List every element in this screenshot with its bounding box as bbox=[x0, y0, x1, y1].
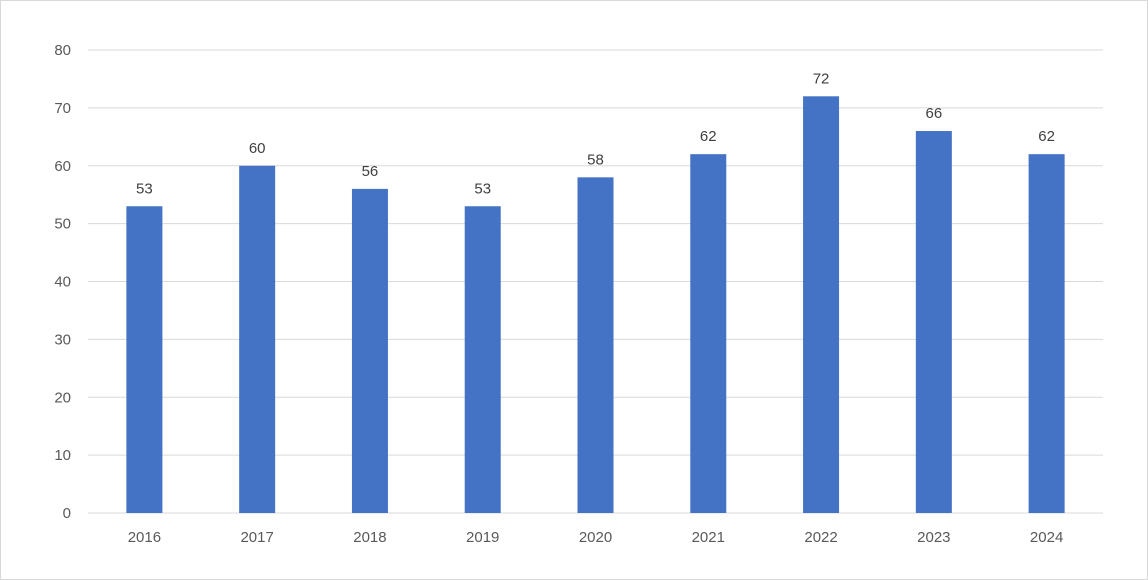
x-tick-label: 2022 bbox=[804, 529, 837, 546]
x-tick-label: 2024 bbox=[1030, 529, 1063, 546]
bar bbox=[1028, 154, 1065, 514]
data-labels: 53 60 56 53 58 62 72 66 62 bbox=[136, 70, 1055, 197]
y-tick-label: 40 bbox=[54, 274, 71, 291]
bar bbox=[464, 206, 501, 513]
data-label: 53 bbox=[136, 180, 153, 197]
y-tick-label: 50 bbox=[54, 216, 71, 233]
x-tick-label: 2019 bbox=[466, 529, 499, 546]
x-tick-label: 2021 bbox=[692, 529, 725, 546]
data-label: 72 bbox=[813, 70, 830, 87]
bar bbox=[239, 165, 276, 513]
y-tick-label: 0 bbox=[63, 505, 71, 522]
y-axis-tick-labels: 0 10 20 30 40 50 60 70 80 bbox=[54, 42, 71, 522]
y-tick-label: 80 bbox=[54, 42, 71, 59]
data-label: 58 bbox=[587, 151, 604, 168]
x-tick-label: 2017 bbox=[240, 529, 273, 546]
x-axis-tick-labels: 2016 2017 2018 2019 2020 2021 2022 2023 2024 bbox=[128, 529, 1064, 546]
x-tick-label: 2018 bbox=[353, 529, 386, 546]
data-label: 62 bbox=[1038, 128, 1055, 145]
bar bbox=[351, 188, 388, 513]
data-label: 66 bbox=[925, 105, 942, 122]
x-tick-label: 2020 bbox=[579, 529, 612, 546]
data-label: 62 bbox=[700, 128, 717, 145]
bar bbox=[690, 154, 727, 514]
data-label: 53 bbox=[474, 180, 491, 197]
data-label: 56 bbox=[362, 163, 379, 180]
y-tick-label: 10 bbox=[54, 447, 71, 464]
x-tick-label: 2023 bbox=[917, 529, 950, 546]
y-tick-label: 20 bbox=[54, 389, 71, 406]
y-tick-label: 70 bbox=[54, 100, 71, 117]
bar bbox=[126, 206, 163, 513]
y-tick-label: 30 bbox=[54, 331, 71, 348]
bar bbox=[915, 131, 952, 513]
bars bbox=[126, 96, 1065, 514]
bar bbox=[803, 96, 840, 514]
data-label: 60 bbox=[249, 140, 266, 157]
y-tick-label: 60 bbox=[54, 158, 71, 175]
bar bbox=[577, 177, 614, 513]
x-tick-label: 2016 bbox=[128, 529, 161, 546]
